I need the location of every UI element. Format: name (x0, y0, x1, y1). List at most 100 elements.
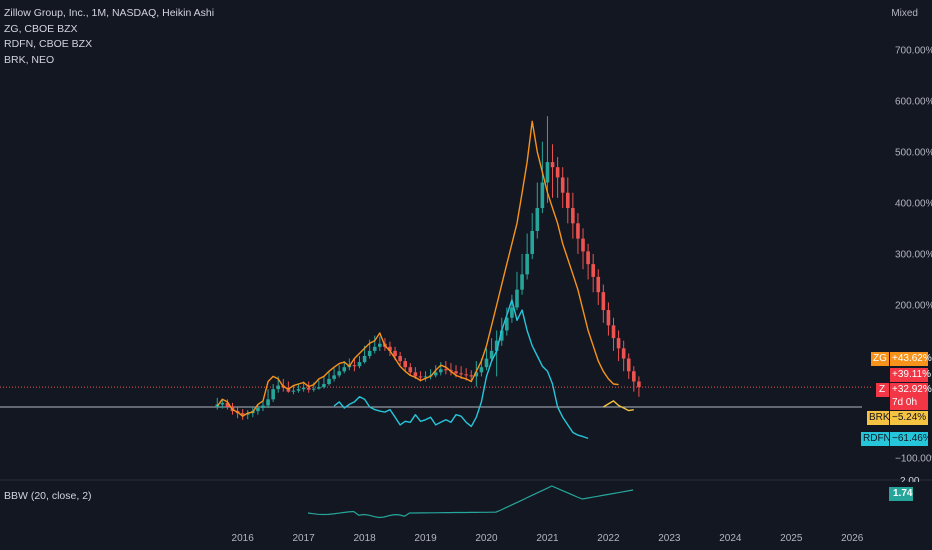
y-tick-label: 200.00% (895, 300, 932, 311)
candle-body (413, 372, 418, 377)
series-line-rdfn (333, 299, 589, 440)
bbw-indicator-label[interactable]: BBW (20, close, 2) (4, 490, 92, 502)
candle-body (637, 381, 641, 388)
zg-symbol-tag: ZG (871, 352, 889, 366)
rdfn-value-tag: −61.46% (890, 432, 932, 446)
candle-body (291, 390, 296, 392)
x-tick-label: 2017 (292, 533, 315, 544)
candle-body (530, 230, 535, 254)
x-tick-label: 2022 (597, 533, 620, 544)
candle-body (611, 325, 616, 339)
bar-countdown-tag: 7d 0h (890, 396, 928, 410)
candle-body (261, 405, 265, 409)
x-tick-label: 2026 (841, 533, 864, 544)
bbw-value-tag: 1.74 (889, 487, 913, 501)
candle-body (337, 371, 341, 376)
candle-body (362, 355, 367, 363)
compare-symbol-zg[interactable]: ZG, CBOE BZX (4, 22, 78, 35)
series-line-zg (216, 120, 619, 417)
bbw-line (307, 485, 634, 519)
candle-body (271, 389, 275, 400)
x-tick-label: 2024 (719, 533, 742, 544)
candle-body (535, 208, 540, 231)
series-line-brk (602, 400, 634, 412)
candle-body (332, 375, 336, 379)
candle-body (520, 274, 524, 290)
candle-body (322, 384, 326, 388)
axes: 700.00% 600.00% 500.00% 400.00% 300.00% 200.0… (232, 45, 932, 544)
compare-symbol-brk[interactable]: BRK, NEO (4, 53, 55, 66)
candle-body (606, 310, 611, 326)
candle-body (581, 238, 585, 252)
candle-body (327, 378, 331, 385)
y-tick-label: 400.00% (895, 198, 932, 209)
candle-body (616, 338, 621, 349)
candle-body (372, 346, 377, 351)
candle-body (479, 367, 484, 373)
candle-body (256, 408, 260, 412)
y-tick-label: 600.00% (895, 96, 932, 107)
candle-body (571, 208, 575, 224)
candle-body (489, 350, 494, 359)
x-tick-label: 2021 (536, 533, 559, 544)
symbol-legend: Zillow Group, Inc., 1M, NASDAQ, Heikin A… (4, 6, 214, 68)
candle-body (601, 292, 606, 311)
candle-body (306, 387, 311, 390)
candle-body (378, 343, 382, 347)
brk-value-tag: −5.24% (890, 411, 928, 425)
candle-body (225, 402, 230, 407)
main-symbol-title[interactable]: Zillow Group, Inc., 1M, NASDAQ, Heikin A… (4, 7, 215, 19)
bbw-pane (307, 485, 634, 519)
z-value-tag: +32.92% (890, 383, 932, 397)
candle-body (545, 162, 550, 183)
candle-body (418, 376, 423, 378)
candle-body (621, 348, 626, 359)
zg-value-tag: +43.62% (890, 352, 932, 366)
rdfn-symbol-tag: RDFN (861, 432, 891, 446)
candle-body (525, 253, 529, 275)
scale-mode-label[interactable]: Mixed (891, 8, 918, 19)
candle-body (301, 387, 306, 390)
candle-body (454, 371, 458, 374)
candle-body (311, 388, 316, 390)
candle-body (464, 374, 468, 376)
x-tick-label: 2019 (414, 533, 437, 544)
z-high-tag: +39.11% (890, 368, 932, 382)
candles (215, 116, 641, 420)
y-tick-label: 500.00% (895, 147, 932, 158)
candle-body (433, 372, 438, 376)
candle-body (626, 358, 631, 372)
candle-body (423, 376, 428, 378)
candle-body (438, 369, 443, 373)
candle-body (317, 387, 321, 389)
candle-body (540, 182, 545, 209)
compare-symbol-rdfn[interactable]: RDFN, CBOE BZX (4, 38, 93, 50)
candle-body (388, 346, 392, 351)
candle-body (398, 355, 402, 362)
candle-body (459, 373, 463, 375)
x-tick-label: 2016 (232, 533, 255, 544)
candle-body (555, 167, 560, 178)
candle-body (586, 251, 590, 265)
brk-symbol-tag: BRK (867, 411, 890, 425)
y-tick-label: 300.00% (895, 249, 932, 260)
candle-body (240, 413, 245, 415)
candle-body (596, 276, 601, 293)
candle-body (565, 192, 570, 209)
candle-body (550, 162, 555, 168)
candle-body (474, 372, 479, 377)
x-tick-label: 2025 (780, 533, 803, 544)
grid-layer (0, 386, 932, 481)
candle-body (444, 369, 448, 371)
x-tick-label: 2018 (353, 533, 376, 544)
compare-lines (216, 120, 634, 440)
candle-body (352, 365, 357, 367)
y-tick-label: 700.00% (895, 45, 932, 56)
candle-body (296, 389, 301, 391)
candle-body (484, 358, 489, 368)
x-tick-label: 2020 (475, 533, 498, 544)
candle-body (632, 371, 636, 382)
candle-body (408, 367, 413, 373)
candle-body (515, 289, 519, 308)
